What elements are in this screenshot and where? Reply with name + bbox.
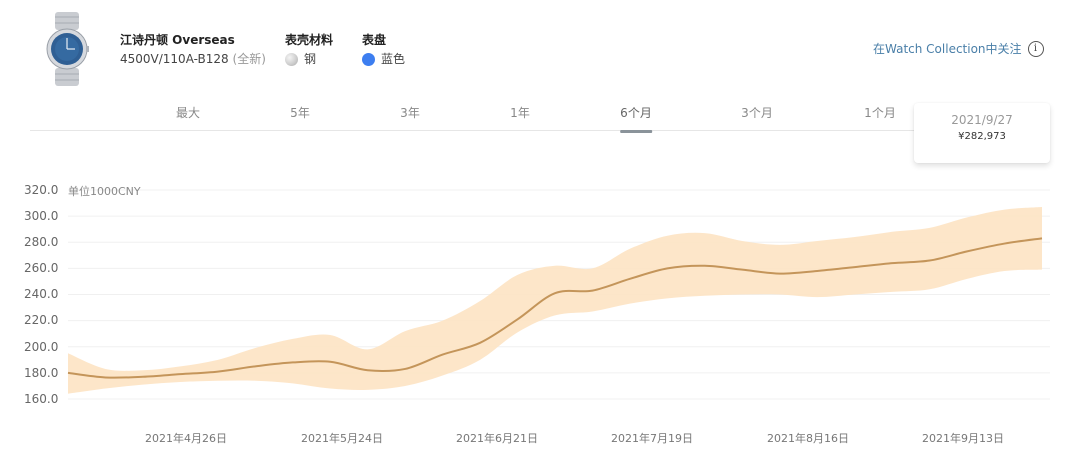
tab-max[interactable]: 最大 <box>175 106 201 120</box>
case-material-value: 钢 <box>304 52 317 66</box>
y-tick: 180.0 <box>24 366 59 380</box>
follow-label[interactable]: 在Watch Collection中关注 <box>873 42 1022 56</box>
blue-swatch-icon <box>362 52 375 66</box>
tab-3y[interactable]: 3年 <box>400 106 420 120</box>
product-info: 江诗丹顿 Overseas 4500V/110A-B128 (全新) <box>120 32 266 68</box>
dial-value: 蓝色 <box>381 52 406 66</box>
chart-plot-area[interactable] <box>0 170 1080 468</box>
y-tick: 280.0 <box>24 235 59 249</box>
time-range-tabs: 最大 5年 3年 1年 6个月 3个月 1个月 <box>30 98 1050 133</box>
x-tick: 2021年5月24日 <box>301 432 383 445</box>
x-tick: 2021年6月21日 <box>456 432 538 445</box>
x-tick: 2021年4月26日 <box>145 432 227 445</box>
x-tick: 2021年9月13日 <box>922 432 1004 445</box>
y-tick: 160.0 <box>24 392 59 406</box>
x-tick: 2021年8月16日 <box>767 432 849 445</box>
x-tick: 2021年7月19日 <box>611 432 693 445</box>
condition-label: (全新) <box>232 52 266 66</box>
product-name: 江诗丹顿 Overseas <box>120 33 235 47</box>
follow-in-collection-link[interactable]: 在Watch Collection中关注 i <box>873 40 1044 57</box>
y-tick: 300.0 <box>24 209 59 223</box>
price-chart[interactable]: 320.0 300.0 280.0 260.0 240.0 220.0 200.… <box>0 170 1080 468</box>
tab-5y[interactable]: 5年 <box>290 106 310 120</box>
tab-3m[interactable]: 3个月 <box>741 106 773 120</box>
y-tick: 260.0 <box>24 261 59 275</box>
reference-number: 4500V/110A-B128 <box>120 52 229 66</box>
y-tick: 240.0 <box>24 287 59 301</box>
product-reference: 4500V/110A-B128 (全新) <box>120 50 266 68</box>
watch-blue-dial-icon <box>46 12 89 86</box>
chart-tooltip: 2021/9/27 ¥282,973 <box>914 103 1050 163</box>
tab-1y[interactable]: 1年 <box>510 106 530 120</box>
case-material-label: 表壳材料 <box>285 33 334 47</box>
dial-label: 表盘 <box>362 33 387 47</box>
tab-6m[interactable]: 6个月 <box>620 106 652 133</box>
y-tick: 200.0 <box>24 340 59 354</box>
tooltip-date: 2021/9/27 <box>951 113 1013 127</box>
y-tick: 220.0 <box>24 313 59 327</box>
tab-1m[interactable]: 1个月 <box>864 106 896 120</box>
unit-label: 单位1000CNY <box>68 185 141 198</box>
product-header: 江诗丹顿 Overseas 4500V/110A-B128 (全新) 表壳材料 … <box>0 0 1080 90</box>
dial-attribute: 表盘 蓝色 <box>362 32 405 68</box>
y-tick: 320.0 <box>24 183 59 197</box>
steel-swatch-icon <box>285 52 298 66</box>
info-icon[interactable]: i <box>1027 40 1044 57</box>
case-material-attribute: 表壳材料 钢 <box>285 32 333 68</box>
tooltip-price: ¥282,973 <box>958 131 1006 142</box>
